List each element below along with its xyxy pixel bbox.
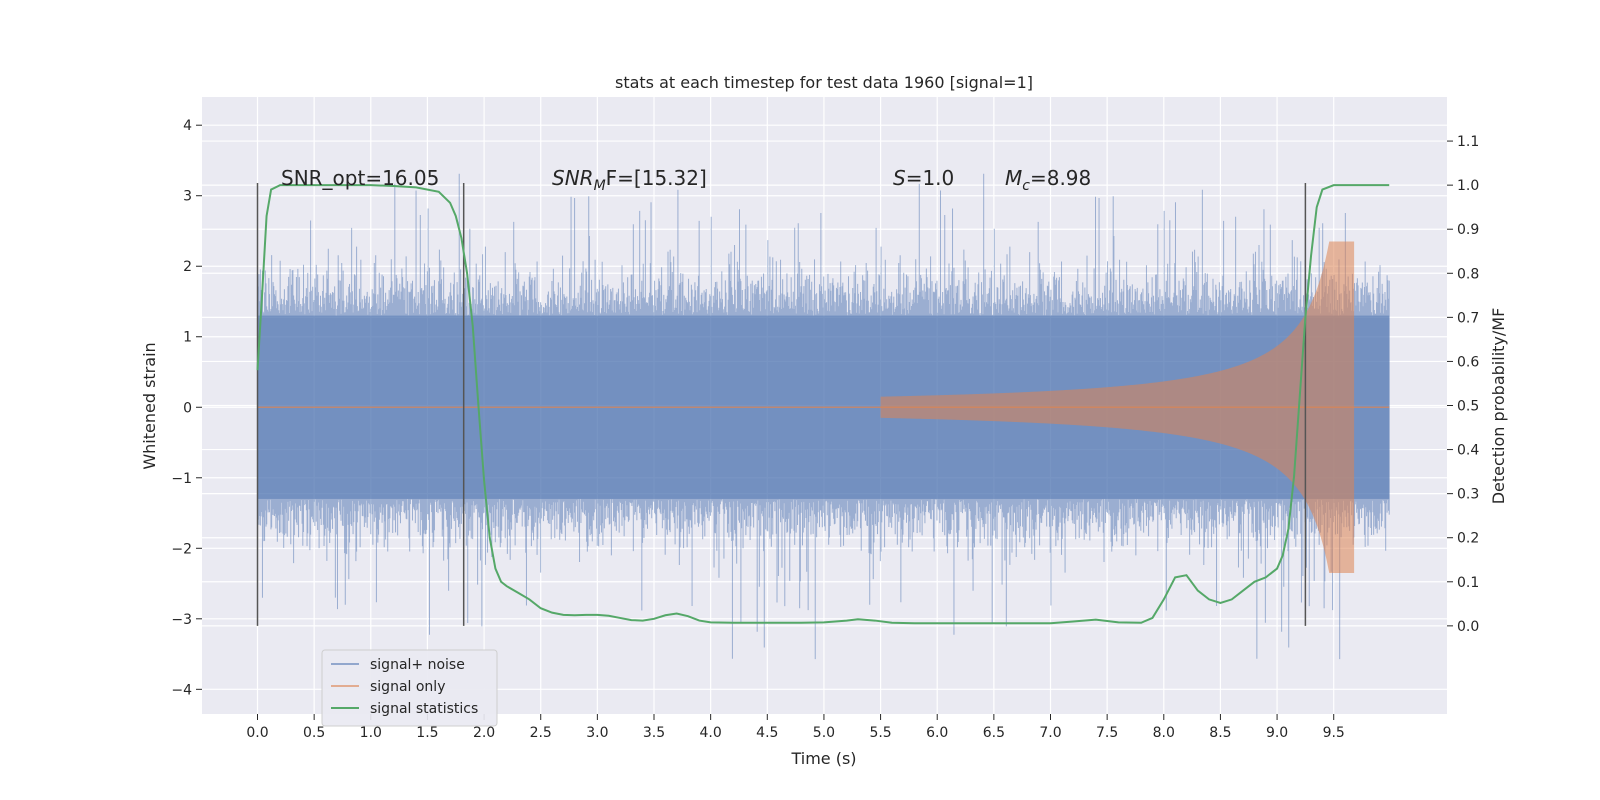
annotation-s-main: S — [893, 166, 906, 190]
x-tick-label: 0.5 — [303, 725, 325, 741]
legend: signal+ noise signal only signal statist… — [321, 649, 498, 727]
y-right-tick-label: 0.9 — [1457, 222, 1479, 238]
y-tick-label: 2 — [183, 259, 192, 275]
annotation-snr-mf-main: SNR — [552, 166, 594, 190]
x-tick-label: 6.5 — [983, 725, 1005, 741]
legend-box — [321, 649, 498, 727]
legend-label-stats: signal statistics — [370, 701, 478, 717]
x-tick-label: 9.0 — [1266, 725, 1288, 741]
annotation-mc: Mc=8.98 — [1005, 166, 1091, 194]
y-right-tick-label: 0.7 — [1457, 310, 1479, 326]
x-tick-label: 6.0 — [926, 725, 948, 741]
x-tick-label: 8.0 — [1153, 725, 1175, 741]
annotation-s: S=1.0 — [893, 166, 954, 190]
y-right-tick-label: 0.8 — [1457, 266, 1479, 282]
y-right-axis-title: Detection probability/MF — [1489, 308, 1508, 505]
x-tick-label: 5.5 — [869, 725, 891, 741]
y-right-tick-label: 0.2 — [1457, 531, 1479, 547]
stats-line — [256, 184, 1390, 625]
annotation-mc-sub: c — [1022, 178, 1030, 194]
annotation-snr-mf-tail: F=[15.32] — [606, 166, 707, 190]
x-tick-label: 1.0 — [360, 725, 382, 741]
x-tick-label: 2.5 — [530, 725, 552, 741]
annotation-s-tail: =1.0 — [906, 166, 955, 190]
y-axis-ticks: 4 3 2 1 0 −1 −2 −3 −4 — [171, 118, 202, 698]
annotation-snr-mf: SNRMF=[15.32] — [552, 166, 707, 194]
x-tick-label: 3.0 — [586, 725, 608, 741]
x-tick-label: 3.5 — [643, 725, 665, 741]
x-tick-label: 2.0 — [473, 725, 495, 741]
signal-series — [257, 241, 1390, 573]
y-tick-label: 1 — [183, 330, 192, 346]
y-right-tick-label: 0.6 — [1457, 354, 1479, 370]
x-tick-label: 1.5 — [416, 725, 438, 741]
x-tick-label: 4.0 — [700, 725, 722, 741]
x-tick-label: 9.5 — [1323, 725, 1345, 741]
x-tick-label: 7.0 — [1039, 725, 1061, 741]
annotation-mc-main: M — [1005, 166, 1022, 190]
x-tick-label: 4.5 — [756, 725, 778, 741]
x-tick-label: 8.5 — [1209, 725, 1231, 741]
y-right-tick-label: 1.1 — [1457, 134, 1479, 150]
y-right-tick-label: 0.5 — [1457, 399, 1479, 415]
chart-title: stats at each timestep for test data 196… — [615, 73, 1033, 92]
y-tick-label: 3 — [183, 189, 192, 205]
x-axis-title: Time (s) — [790, 749, 856, 768]
y-right-tick-label: 0.1 — [1457, 575, 1479, 591]
stats-series — [256, 184, 1390, 625]
annotation-mc-tail: =8.98 — [1030, 166, 1091, 190]
y-axis-title: Whitened strain — [140, 342, 159, 469]
y-tick-label: −2 — [171, 541, 192, 557]
y-right-tick-label: 0.0 — [1457, 619, 1479, 635]
y-tick-label: 4 — [183, 118, 192, 134]
legend-label-signal: signal only — [370, 679, 445, 695]
y-right-tick-label: 1.0 — [1457, 178, 1479, 194]
annotation-snr-opt: SNR_opt=16.05 — [281, 166, 439, 190]
legend-label-noise: signal+ noise — [370, 657, 465, 673]
y-right-tick-label: 0.4 — [1457, 443, 1479, 459]
x-axis-ticks: 0.0 0.5 1.0 1.5 2.0 2.5 3.0 3.5 4.0 4.5 5.0 5.5 6.0 6… — [246, 714, 1345, 741]
x-tick-label: 5.0 — [813, 725, 835, 741]
y-tick-label: −4 — [171, 682, 192, 698]
y-tick-label: −1 — [171, 471, 192, 487]
y-right-axis-ticks: 1.1 1.0 0.9 0.8 0.7 0.6 0.5 0.4 0.3 0.2 0.1 0.0 — [1447, 134, 1479, 635]
y-tick-label: 0 — [183, 400, 192, 416]
x-tick-label: 0.0 — [246, 725, 268, 741]
y-tick-label: −3 — [171, 612, 192, 628]
y-right-tick-label: 0.3 — [1457, 487, 1479, 503]
x-tick-label: 7.5 — [1096, 725, 1118, 741]
annotation-snr-mf-sub: M — [594, 178, 606, 194]
